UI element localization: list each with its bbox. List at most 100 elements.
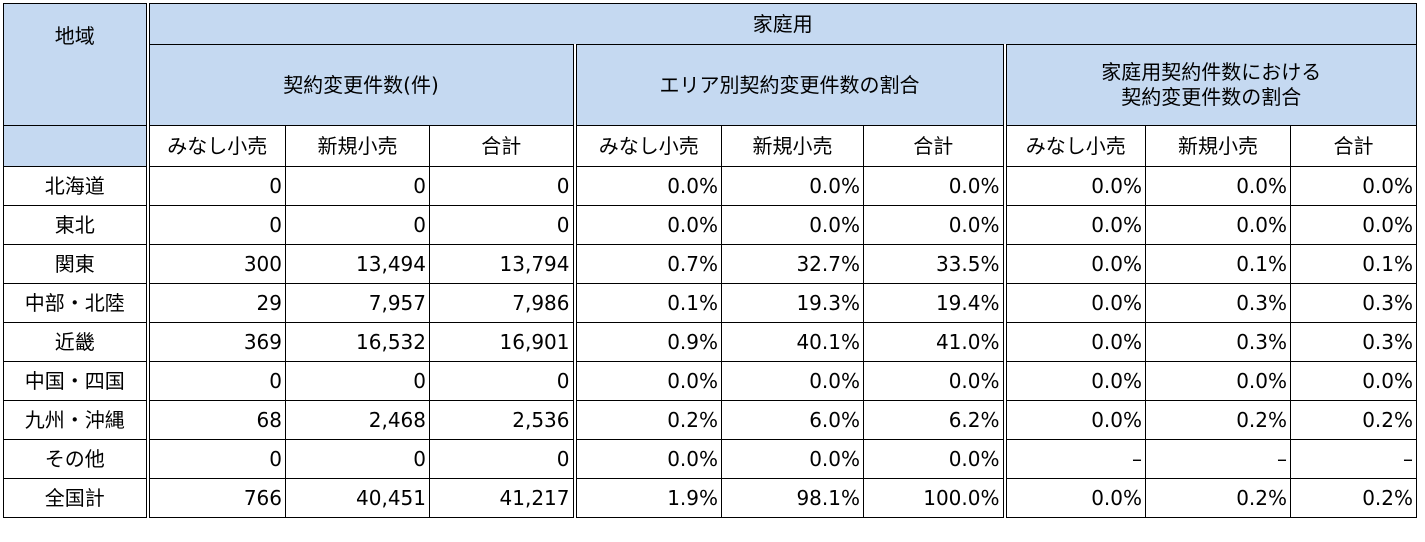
subheader-shinki-2: 新規小売 [721,125,864,167]
value-cell: 300 [147,244,286,284]
value-cell: 0.0% [1290,361,1417,401]
table-row: 九州・沖縄 68 2,468 2,536 0.2% 6.0% 6.2% 0.0% 0.2% 0.2… [3,400,1417,440]
subheader-total-3: 合計 [1290,125,1417,167]
region-cell: 九州・沖縄 [3,400,150,440]
household-contract-change-table: 地域 家庭用 契約変更件数(件) エリア別契約変更件数の割合 家庭用契約件数にお… [3,3,1417,518]
value-cell: 0.0% [1004,400,1146,440]
region-header: 地域 [3,3,150,126]
region-cell: 中部・北陸 [3,283,150,323]
subheader-minashi-3: みなし小売 [1004,125,1146,167]
value-cell: 0 [429,361,577,401]
value-cell: 0.3% [1145,322,1291,362]
value-cell: 33.5% [863,244,1007,284]
value-cell: 0 [147,439,286,479]
value-cell: 29 [147,283,286,323]
subheader-minashi-2: みなし小売 [574,125,722,167]
table-row: 関東 300 13,494 13,794 0.7% 32.7% 33.5% 0.0% 0.1% 0… [3,244,1417,284]
value-cell: 2,536 [429,400,577,440]
subheader-shinki-3: 新規小売 [1145,125,1291,167]
table-row: 中国・四国 0 0 0 0.0% 0.0% 0.0% 0.0% 0.0% 0.0% [3,361,1417,401]
region-cell: 関東 [3,244,150,284]
value-cell: 0.2% [1145,478,1291,518]
value-cell: 0.0% [721,166,864,206]
value-cell: 0.1% [1145,244,1291,284]
value-cell: 0 [429,205,577,245]
table-row: 近畿 369 16,532 16,901 0.9% 40.1% 41.0% 0.0% 0.3% 0… [3,322,1417,362]
region-cell: 全国計 [3,478,150,518]
value-cell: 0.2% [1290,400,1417,440]
value-cell: 0.0% [863,439,1007,479]
value-cell: 16,532 [285,322,430,362]
section-header-area-ratio: エリア別契約変更件数の割合 [574,44,1007,126]
value-cell: 0 [285,361,430,401]
region-cell: 中国・四国 [3,361,150,401]
value-cell: 68 [147,400,286,440]
value-cell: 0 [147,361,286,401]
subheader-minashi-1: みなし小売 [147,125,286,167]
value-cell: 0 [285,439,430,479]
value-cell: 0 [285,166,430,206]
value-cell: 0.3% [1290,322,1417,362]
table-row: 全国計 766 40,451 41,217 1.9% 98.1% 100.0% 0.0% 0.2… [3,478,1417,518]
value-cell: 0.0% [1290,166,1417,206]
section-header-household-ratio: 家庭用契約件数における 契約変更件数の割合 [1004,44,1417,126]
value-cell: 0 [429,439,577,479]
value-cell: 0.0% [1004,283,1146,323]
value-cell: 7,957 [285,283,430,323]
value-cell: – [1004,439,1146,479]
value-cell: 0.0% [574,205,722,245]
value-cell: 0 [429,166,577,206]
value-cell: 0.0% [1004,322,1146,362]
value-cell: 6.2% [863,400,1007,440]
value-cell: 100.0% [863,478,1007,518]
region-cell: 近畿 [3,322,150,362]
value-cell: 0.0% [1004,166,1146,206]
value-cell: 32.7% [721,244,864,284]
value-cell: 0 [285,205,430,245]
value-cell: 6.0% [721,400,864,440]
subheader-total-2: 合計 [863,125,1007,167]
value-cell: 41.0% [863,322,1007,362]
value-cell: 0.3% [1145,283,1291,323]
value-cell: 0.0% [1004,244,1146,284]
value-cell: 13,494 [285,244,430,284]
value-cell: 0.1% [574,283,722,323]
value-cell: 0.0% [1145,166,1291,206]
value-cell: 19.3% [721,283,864,323]
value-cell: 40,451 [285,478,430,518]
subheader-total-1: 合計 [429,125,577,167]
table-row: 中部・北陸 29 7,957 7,986 0.1% 19.3% 19.4% 0.0% 0.3% 0… [3,283,1417,323]
region-cell: その他 [3,439,150,479]
value-cell: 0.3% [1290,283,1417,323]
value-cell: 0.1% [1290,244,1417,284]
value-cell: – [1145,439,1291,479]
value-cell: 0.0% [1145,361,1291,401]
region-cell: 北海道 [3,166,150,206]
value-cell: 0 [147,166,286,206]
value-cell: 0.0% [574,439,722,479]
value-cell: 0.0% [1290,205,1417,245]
section-header-change-count: 契約変更件数(件) [147,44,577,126]
value-cell: 766 [147,478,286,518]
value-cell: 0.0% [574,361,722,401]
value-cell: 0.2% [1290,478,1417,518]
value-cell: 0.0% [1004,205,1146,245]
value-cell: 0.9% [574,322,722,362]
value-cell: 0 [147,205,286,245]
value-cell: 41,217 [429,478,577,518]
region-subheader-empty [3,125,150,167]
value-cell: 0.0% [1004,478,1146,518]
value-cell: 16,901 [429,322,577,362]
value-cell: 40.1% [721,322,864,362]
value-cell: 7,986 [429,283,577,323]
table-row: 東北 0 0 0 0.0% 0.0% 0.0% 0.0% 0.0% 0.0% [3,205,1417,245]
value-cell: 0.2% [1145,400,1291,440]
value-cell: 0.0% [721,439,864,479]
value-cell: 19.4% [863,283,1007,323]
value-cell: 0.0% [863,205,1007,245]
value-cell: 0.7% [574,244,722,284]
value-cell: 0.0% [863,166,1007,206]
value-cell: 13,794 [429,244,577,284]
value-cell: – [1290,439,1417,479]
region-cell: 東北 [3,205,150,245]
